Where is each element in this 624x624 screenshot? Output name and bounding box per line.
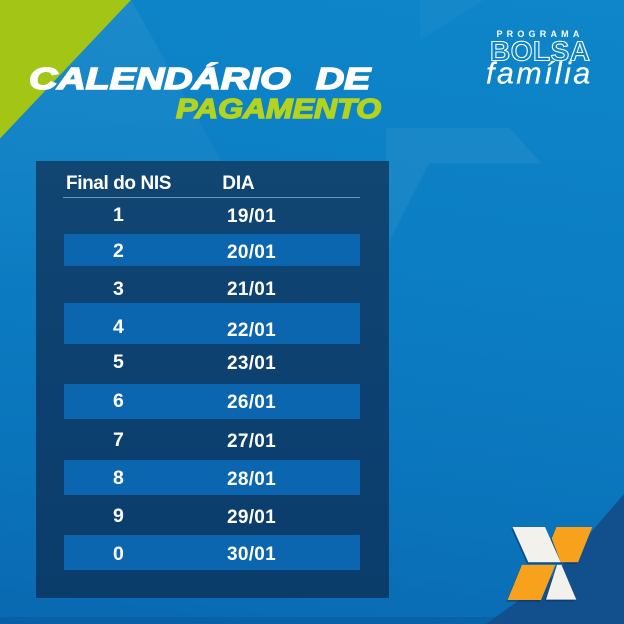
svg-text:família: família (486, 57, 593, 91)
svg-text:PROGRAMA: PROGRAMA (496, 29, 583, 39)
svg-text:BOLSA: BOLSA (490, 36, 591, 67)
